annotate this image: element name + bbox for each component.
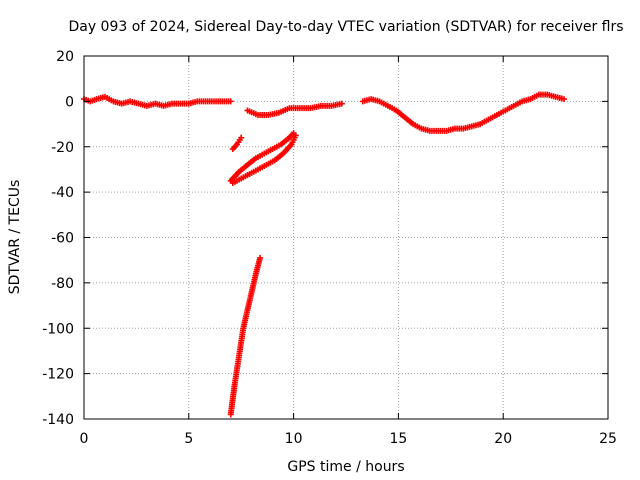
data-point [257, 254, 264, 261]
y-tick-label: -40 [51, 185, 74, 201]
y-tick-label: -120 [42, 367, 74, 383]
y-tick-label: 20 [56, 49, 74, 65]
y-tick-label: -80 [51, 276, 74, 292]
x-tick-label: 5 [184, 431, 193, 447]
chart-title: Day 093 of 2024, Sidereal Day-to-day VTE… [68, 19, 623, 35]
data-point [292, 132, 299, 139]
y-tick-label: -20 [51, 140, 74, 156]
y-axis-label: SDTVAR / TECUs [7, 180, 23, 295]
y-tick-label: 0 [65, 94, 74, 110]
y-tick-label: -100 [42, 321, 74, 337]
y-tick-label: -140 [42, 412, 74, 428]
x-tick-label: 15 [389, 431, 407, 447]
data-point [238, 134, 245, 141]
x-tick-label: 20 [494, 431, 512, 447]
y-tick-label: -60 [51, 231, 74, 247]
data-points [81, 91, 567, 418]
x-tick-label: 0 [80, 431, 89, 447]
x-tick-label: 10 [285, 431, 303, 447]
data-point [560, 96, 567, 103]
data-point [227, 98, 234, 105]
data-point [338, 100, 345, 107]
x-axis-label: GPS time / hours [287, 459, 404, 475]
grid-lines [84, 56, 608, 419]
axis-ticks: 0 5 10 15 20 25 20 0 -20 -40 -60 -80 -100 -120 -140 [42, 49, 617, 447]
x-tick-label: 25 [599, 431, 617, 447]
